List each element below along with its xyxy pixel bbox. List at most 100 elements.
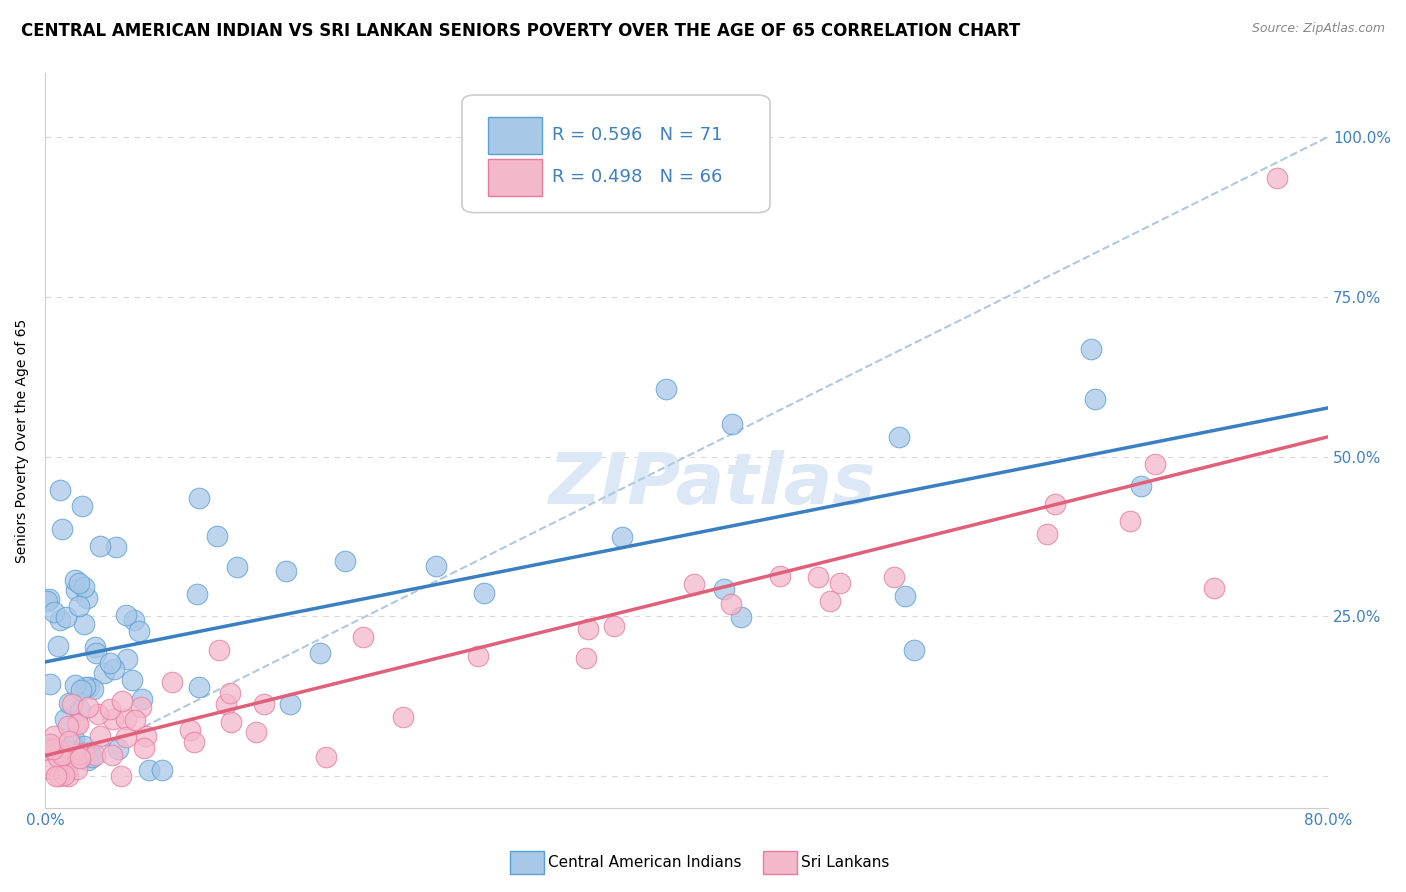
Text: Sri Lankans: Sri Lankans	[801, 855, 890, 870]
Point	[62, 738, 84, 752]
Point	[82, 682, 104, 697]
Point	[215, 697, 238, 711]
Point	[278, 698, 301, 712]
Point	[100, 747, 122, 762]
Point	[58, 719, 80, 733]
Point	[48, 769, 70, 783]
Y-axis label: Seniors Poverty Over the Age of 65: Seniors Poverty Over the Age of 65	[15, 318, 30, 563]
Point	[1043, 498, 1066, 512]
Text: CENTRAL AMERICAN INDIAN VS SRI LANKAN SENIORS POVERTY OVER THE AGE OF 65 CORRELA: CENTRAL AMERICAN INDIAN VS SRI LANKAN SE…	[21, 22, 1021, 40]
Point	[69, 751, 91, 765]
Point	[183, 735, 205, 749]
Point	[1202, 581, 1225, 595]
Point	[114, 712, 136, 726]
Point	[51, 522, 73, 536]
Point	[84, 747, 107, 762]
Point	[1080, 342, 1102, 356]
Point	[73, 580, 96, 594]
Point	[1265, 171, 1288, 186]
Point	[1035, 526, 1057, 541]
Point	[63, 731, 86, 746]
Point	[576, 622, 599, 636]
Point	[713, 582, 735, 596]
Point	[76, 591, 98, 605]
Point	[883, 570, 905, 584]
Point	[65, 583, 87, 598]
Point	[122, 613, 145, 627]
Point	[818, 594, 841, 608]
Point	[720, 597, 742, 611]
Point	[70, 500, 93, 514]
Point	[104, 540, 127, 554]
Point	[35, 594, 58, 608]
Point	[721, 417, 744, 431]
Point	[150, 763, 173, 777]
Point	[308, 646, 330, 660]
Point	[472, 586, 495, 600]
Point	[179, 723, 201, 737]
Point	[575, 650, 598, 665]
Point	[38, 591, 60, 606]
Point	[35, 742, 58, 756]
Point	[110, 769, 132, 783]
Point	[135, 729, 157, 743]
Point	[276, 564, 298, 578]
Point	[893, 589, 915, 603]
Point	[46, 750, 69, 764]
Point	[79, 745, 101, 759]
Point	[67, 599, 90, 613]
Point	[87, 707, 110, 722]
FancyBboxPatch shape	[463, 95, 770, 212]
Point	[603, 619, 626, 633]
Point	[253, 697, 276, 711]
Point	[67, 747, 90, 761]
Point	[73, 739, 96, 753]
Point	[208, 643, 231, 657]
Point	[38, 737, 60, 751]
Point	[93, 665, 115, 680]
Point	[132, 741, 155, 756]
Point	[72, 616, 94, 631]
Point	[37, 742, 59, 756]
Point	[45, 769, 67, 783]
Point	[58, 769, 80, 783]
Point	[903, 642, 925, 657]
Point	[65, 762, 87, 776]
Point	[48, 483, 70, 497]
FancyBboxPatch shape	[488, 159, 541, 195]
Point	[769, 569, 792, 583]
Point	[114, 731, 136, 745]
Point	[887, 430, 910, 444]
Point	[315, 750, 337, 764]
Point	[98, 701, 121, 715]
Point	[67, 575, 90, 590]
Point	[39, 676, 62, 690]
Point	[205, 529, 228, 543]
Point	[131, 700, 153, 714]
Point	[62, 698, 84, 712]
Point	[79, 680, 101, 694]
Point	[1084, 392, 1107, 406]
Point	[44, 730, 66, 744]
Point	[89, 730, 111, 744]
Point	[219, 714, 242, 729]
Text: R = 0.596   N = 71: R = 0.596 N = 71	[551, 127, 723, 145]
Point	[66, 715, 89, 730]
Point	[107, 742, 129, 756]
Point	[39, 762, 62, 776]
Point	[131, 691, 153, 706]
Point	[610, 530, 633, 544]
Point	[730, 609, 752, 624]
Point	[38, 739, 60, 754]
Point	[63, 574, 86, 588]
Text: R = 0.498   N = 66: R = 0.498 N = 66	[551, 169, 723, 186]
Point	[188, 491, 211, 506]
Point	[67, 716, 90, 731]
Point	[69, 703, 91, 717]
Point	[44, 605, 66, 619]
Point	[55, 763, 77, 777]
Text: Source: ZipAtlas.com: Source: ZipAtlas.com	[1251, 22, 1385, 36]
Text: ZIPatlas: ZIPatlas	[548, 450, 876, 519]
Point	[682, 577, 704, 591]
Point	[89, 540, 111, 554]
